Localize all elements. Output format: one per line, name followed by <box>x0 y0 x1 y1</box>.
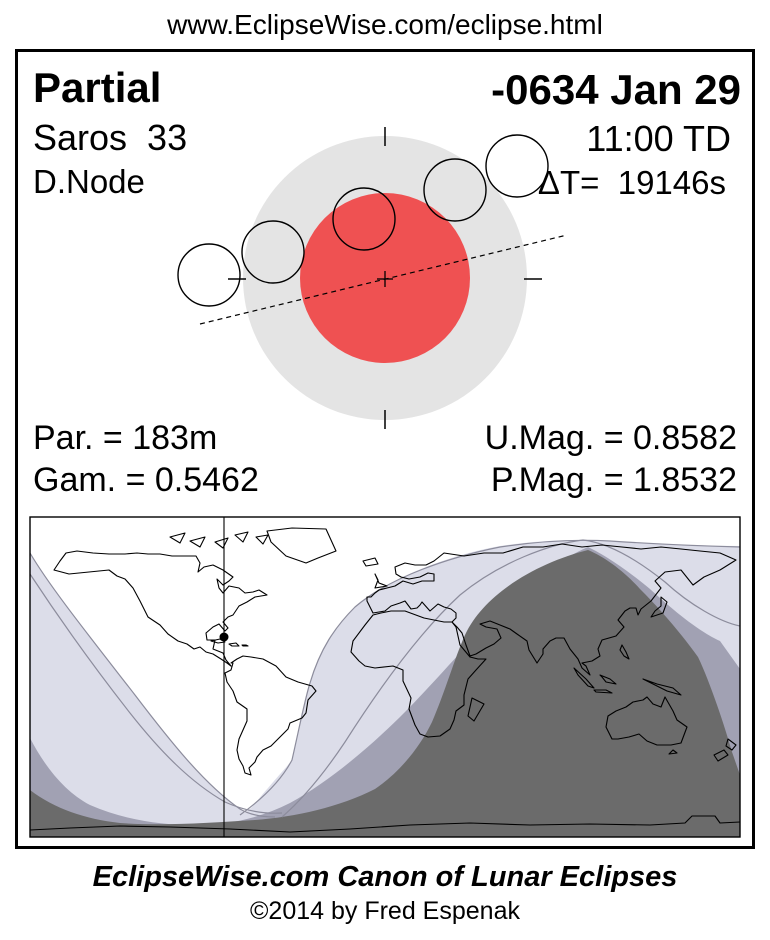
subsolar-point-dot <box>219 632 229 642</box>
coast-uk <box>374 573 388 589</box>
moon-contact-1 <box>177 243 241 307</box>
shadow-center-cross <box>377 271 393 287</box>
coast-greenland <box>266 527 337 564</box>
penumbra-ticks <box>228 127 542 429</box>
gamma-label: Gam. = 0.5462 <box>33 461 259 499</box>
eclipse-type-label: Partial <box>33 64 162 111</box>
moon-contact-3 <box>423 158 487 222</box>
eclipse-date-label: -0634 Jan 29 <box>491 66 741 113</box>
source-url: www.EclipseWise.com/eclipse.html <box>167 9 603 40</box>
map-border <box>29 516 741 838</box>
node-label: D.Node <box>33 163 145 200</box>
coast-antarctica <box>30 815 740 833</box>
coast-caribbean <box>210 638 249 647</box>
coastlines <box>30 527 740 833</box>
zone-full-visibility <box>30 550 740 837</box>
moon-contact-4 <box>485 134 549 198</box>
moon-contact-2 <box>241 220 305 284</box>
coast-africa <box>350 610 487 738</box>
footer-copyright: ©2014 by Fred Espenak <box>250 897 520 925</box>
partial-duration-label: Par. = 183m <box>33 419 218 457</box>
coast-north-america <box>53 550 268 667</box>
time-label: 11:00 TD <box>586 118 731 159</box>
umbral-magnitude-label: U.Mag. = 0.8582 <box>484 419 737 457</box>
coast-south-america <box>224 655 317 776</box>
coast-arctic-islands <box>169 531 379 567</box>
saros-label: Saros 33 <box>33 117 188 158</box>
coast-indonesia <box>573 667 682 696</box>
shadow-diagram <box>177 127 568 429</box>
visibility-map <box>29 516 741 838</box>
figure-border <box>15 49 755 849</box>
terminator-curves <box>30 539 740 818</box>
footer-title: EclipseWise.com Canon of Lunar Eclipses <box>92 861 678 893</box>
coast-australia <box>605 696 688 746</box>
moon-positions <box>177 134 549 307</box>
moon-greatest <box>332 187 396 251</box>
delta-t-label: ΔT= 19146s <box>537 164 726 201</box>
coast-japan <box>650 596 668 618</box>
coast-philippines <box>619 644 630 660</box>
coast-tasmania-nz <box>668 738 737 762</box>
penumbral-magnitude-label: P.Mag. = 1.8532 <box>490 461 737 499</box>
coast-madagascar <box>467 697 485 722</box>
